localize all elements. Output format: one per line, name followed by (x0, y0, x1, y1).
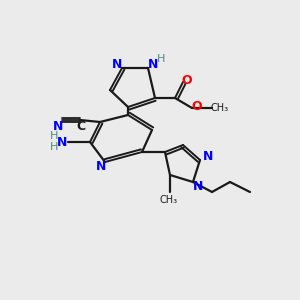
Text: N: N (193, 179, 203, 193)
Text: N: N (112, 58, 122, 70)
Text: H: H (157, 54, 165, 64)
Text: CH₃: CH₃ (160, 195, 178, 205)
Text: N: N (57, 136, 67, 148)
Text: N: N (203, 149, 213, 163)
Text: H: H (50, 142, 58, 152)
Text: CH₃: CH₃ (211, 103, 229, 113)
Text: C: C (76, 121, 85, 134)
Text: O: O (182, 74, 192, 86)
Text: H: H (50, 131, 58, 141)
Text: N: N (53, 121, 63, 134)
Text: N: N (96, 160, 106, 173)
Text: O: O (192, 100, 202, 113)
Text: N: N (148, 58, 158, 70)
